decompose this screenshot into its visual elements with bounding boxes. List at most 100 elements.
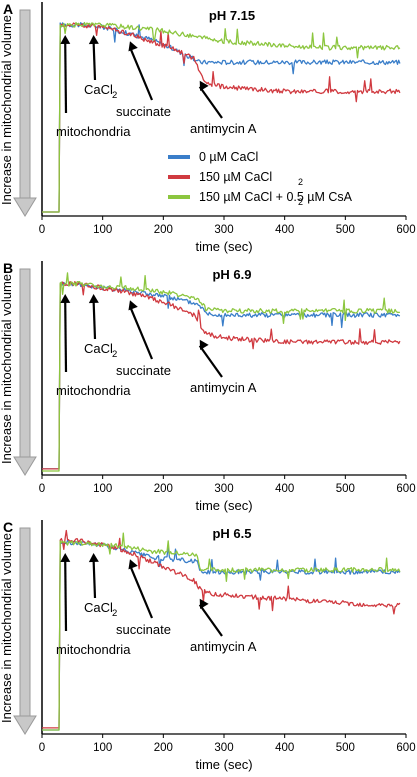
annotation-arrow: CaCl 2 bbox=[84, 34, 117, 101]
annotation-label: succinate bbox=[116, 622, 171, 637]
arrow-head-icon bbox=[88, 34, 99, 45]
legend-label-sub: 2 bbox=[298, 197, 303, 207]
arrow-shaft bbox=[92, 40, 97, 81]
arrow-shaft bbox=[92, 558, 97, 599]
x-tick-label: 100 bbox=[93, 483, 112, 495]
x-axis-label: time (sec) bbox=[195, 498, 252, 513]
annotation-arrow: antimycin A bbox=[190, 339, 257, 395]
x-axis-label: time (sec) bbox=[195, 757, 252, 772]
arrow-head-icon bbox=[199, 598, 209, 610]
arrow-shaft bbox=[64, 299, 68, 373]
legend-label: 0 µM CaCl bbox=[199, 150, 258, 164]
chart-title: pH 6.5 bbox=[212, 526, 251, 541]
x-tick-label: 300 bbox=[214, 224, 233, 236]
annotation-arrow: succinate bbox=[116, 41, 171, 119]
annotation-arrow: mitochondria bbox=[56, 34, 131, 139]
y-axis-arrow-icon bbox=[13, 268, 37, 476]
x-tick-label: 400 bbox=[275, 742, 294, 754]
annotation-label: mitochondria bbox=[56, 642, 131, 657]
x-tick-label: 200 bbox=[154, 483, 173, 495]
x-tick-label: 600 bbox=[396, 224, 415, 236]
annotation-arrow: antimycin A bbox=[190, 80, 257, 136]
y-axis-label: Increase in mitochondrial volume bbox=[0, 274, 14, 464]
x-tick-label: 300 bbox=[214, 742, 233, 754]
annotation-label-sub: 2 bbox=[112, 349, 117, 360]
annotation-label: succinate bbox=[116, 363, 171, 378]
annotation-label-sub: 2 bbox=[112, 608, 117, 619]
y-axis-label: Increase in mitochondrial volume bbox=[0, 533, 14, 723]
arrow-shaft bbox=[64, 558, 68, 632]
x-tick-label: 200 bbox=[154, 742, 173, 754]
annotation-arrow: mitochondria bbox=[56, 293, 131, 398]
arrow-head-icon bbox=[199, 80, 209, 92]
arrow-shaft bbox=[128, 564, 154, 619]
arrow-head-icon bbox=[128, 300, 138, 311]
annotation-arrow: mitochondria bbox=[56, 552, 131, 657]
chart-title: pH 7.15 bbox=[209, 8, 255, 23]
annotation-arrow: CaCl 2 bbox=[84, 293, 117, 360]
annotation-label: CaCl bbox=[84, 600, 113, 615]
y-axis-label: Increase in mitochondrial volume bbox=[0, 15, 14, 205]
legend-label-sub: 2 bbox=[298, 177, 303, 187]
annotation-label: CaCl bbox=[84, 341, 113, 356]
annotation-label: antimycin A bbox=[190, 639, 257, 654]
arrow-head-icon bbox=[128, 41, 138, 52]
series-line-2 bbox=[42, 281, 401, 470]
arrow-shaft bbox=[198, 86, 223, 119]
series-line-2 bbox=[42, 529, 401, 729]
arrow-shaft bbox=[64, 40, 68, 114]
x-tick-label: 500 bbox=[336, 224, 355, 236]
arrow-shaft bbox=[128, 305, 154, 360]
x-tick-label: 0 bbox=[39, 224, 45, 236]
x-tick-label: 0 bbox=[39, 742, 45, 754]
arrow-shaft bbox=[92, 299, 97, 340]
series-line-3 bbox=[42, 21, 401, 213]
panel-letter: A bbox=[3, 1, 13, 17]
y-axis-arrow-icon bbox=[13, 527, 37, 735]
x-tick-label: 0 bbox=[39, 483, 45, 495]
x-tick-label: 100 bbox=[93, 742, 112, 754]
x-tick-label: 300 bbox=[214, 483, 233, 495]
chart-title: pH 6.9 bbox=[212, 267, 251, 282]
x-tick-label: 400 bbox=[275, 483, 294, 495]
legend-label: 150 µM CaCl + 0.5 µM CsA bbox=[199, 190, 353, 204]
annotation-label: antimycin A bbox=[190, 121, 257, 136]
annotation-arrow: succinate bbox=[116, 300, 171, 378]
arrow-head-icon bbox=[88, 552, 99, 563]
panel-letter: C bbox=[3, 519, 13, 535]
arrow-head-icon bbox=[60, 34, 71, 45]
series-line-3 bbox=[42, 272, 400, 472]
arrow-head-icon bbox=[88, 293, 99, 304]
arrow-shaft bbox=[128, 46, 154, 101]
x-axis-label: time (sec) bbox=[195, 239, 252, 254]
annotation-label-sub: 2 bbox=[112, 90, 117, 101]
annotation-label: mitochondria bbox=[56, 383, 131, 398]
x-tick-label: 500 bbox=[336, 742, 355, 754]
annotation-label: antimycin A bbox=[190, 380, 257, 395]
annotation-label: CaCl bbox=[84, 82, 113, 97]
x-tick-label: 400 bbox=[275, 224, 294, 236]
x-tick-label: 200 bbox=[154, 224, 173, 236]
x-tick-label: 100 bbox=[93, 224, 112, 236]
panel-letter: B bbox=[3, 260, 13, 276]
legend-label: 150 µM CaCl bbox=[199, 170, 272, 184]
x-tick-label: 500 bbox=[336, 483, 355, 495]
x-tick-label: 600 bbox=[396, 483, 415, 495]
y-axis-arrow-icon bbox=[13, 9, 37, 217]
arrow-head-icon bbox=[60, 293, 71, 304]
arrow-shaft bbox=[198, 345, 223, 378]
annotation-label: mitochondria bbox=[56, 124, 131, 139]
annotation-arrow: CaCl 2 bbox=[84, 552, 117, 619]
arrow-shaft bbox=[198, 604, 223, 637]
arrow-head-icon bbox=[199, 339, 209, 351]
series-line-3 bbox=[42, 532, 401, 731]
annotation-label: succinate bbox=[116, 104, 171, 119]
arrow-head-icon bbox=[60, 552, 71, 563]
x-tick-label: 600 bbox=[396, 742, 415, 754]
annotation-arrow: antimycin A bbox=[190, 598, 257, 654]
arrow-head-icon bbox=[128, 559, 138, 570]
